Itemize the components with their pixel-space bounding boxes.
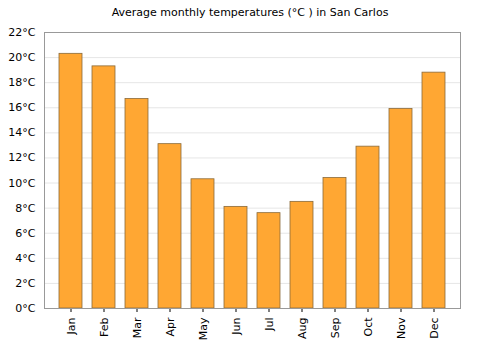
svg-text:Apr: Apr — [164, 317, 177, 337]
svg-text:10°C: 10°C — [8, 177, 35, 190]
svg-text:18°C: 18°C — [8, 76, 35, 89]
svg-text:Sep: Sep — [329, 317, 342, 338]
svg-text:Oct: Oct — [362, 317, 375, 337]
svg-text:22°C: 22°C — [8, 26, 35, 39]
svg-text:Mar: Mar — [131, 317, 144, 338]
svg-text:2°C: 2°C — [15, 277, 35, 290]
svg-text:Aug: Aug — [296, 318, 309, 339]
svg-text:Dec: Dec — [428, 318, 441, 339]
svg-text:Jan: Jan — [65, 317, 78, 335]
svg-text:6°C: 6°C — [15, 227, 35, 240]
svg-text:14°C: 14°C — [8, 126, 35, 139]
svg-text:16°C: 16°C — [8, 101, 35, 114]
svg-text:Feb: Feb — [98, 317, 111, 336]
svg-text:20°C: 20°C — [8, 51, 35, 64]
html-text:Average monthly temperatures (: Average monthly temperatures (°C ) in Sa… — [111, 6, 389, 19]
svg-text:Jul: Jul — [263, 318, 276, 332]
svg-text:Jun: Jun — [230, 317, 243, 335]
svg-text:12°C: 12°C — [8, 151, 35, 164]
svg-text:May: May — [197, 317, 210, 340]
svg-text:0°C: 0°C — [15, 302, 35, 315]
svg-text:8°C: 8°C — [15, 202, 35, 215]
svg-text:4°C: 4°C — [15, 252, 35, 265]
svg-text:Nov: Nov — [395, 317, 408, 339]
